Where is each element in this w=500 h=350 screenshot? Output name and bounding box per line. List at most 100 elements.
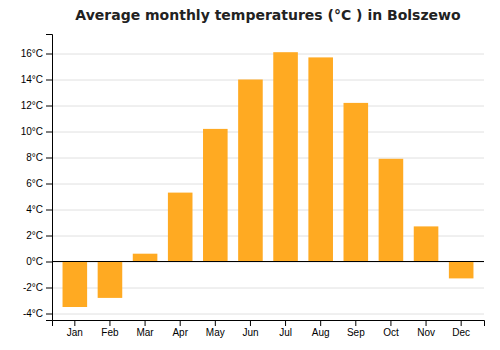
bar <box>379 159 404 262</box>
y-tick-mark <box>46 184 52 185</box>
x-tick: Feb <box>101 320 119 338</box>
x-tick: Aug <box>312 320 330 338</box>
grid-line <box>52 184 484 185</box>
x-tick-mark <box>355 320 356 326</box>
plot: -4°C -2°C 0°C 2°C 4°C 6°C 8°C 10°C 12°C 14°C 16°C J… <box>21 35 485 339</box>
grid-tick <box>52 54 484 55</box>
grid-line <box>52 158 484 159</box>
x-tick-label: Sep <box>347 327 365 338</box>
x-tick-label: Apr <box>172 327 188 338</box>
title: Average monthly temperatures (°C ) in Bo… <box>75 7 461 23</box>
y-tick: 8°C <box>26 152 52 163</box>
y-tick-mark <box>46 262 52 263</box>
y-tick-mark <box>46 288 52 289</box>
x-tick: Oct <box>383 320 399 338</box>
x-tick-label: May <box>206 327 225 338</box>
grid-tick <box>52 314 484 315</box>
x-tick-mark <box>250 320 251 326</box>
y-tick: 6°C <box>26 178 52 189</box>
y-tick-label: 6°C <box>26 178 43 189</box>
y-tick: -2°C <box>23 282 52 293</box>
y-axis: -4°C -2°C 0°C 2°C 4°C 6°C 8°C 10°C 12°C 14°C 16°C <box>21 35 53 321</box>
x-tick: Sep <box>347 320 365 338</box>
x-axis-line <box>53 321 485 327</box>
y-tick-mark <box>46 106 52 107</box>
y-tick-label: 2°C <box>26 230 43 241</box>
x-tick-label: Mar <box>136 327 154 338</box>
y-tick-mark <box>46 236 52 237</box>
x-tick-mark <box>109 320 110 326</box>
x-tick-label: Oct <box>383 327 399 338</box>
grid-line <box>52 132 484 133</box>
bar <box>414 226 439 261</box>
bar <box>63 262 88 308</box>
grid-line <box>52 80 484 81</box>
y-tick-mark <box>46 314 52 315</box>
y-axis-line <box>46 35 53 321</box>
grid-line <box>52 106 484 107</box>
zero-line <box>52 261 484 262</box>
x-tick-mark <box>74 320 75 326</box>
x-tick: Jun <box>242 320 258 338</box>
grid-tick <box>52 106 484 107</box>
x-tick: Jan <box>67 320 83 338</box>
y-tick-mark <box>46 158 52 159</box>
y-tick: 4°C <box>26 204 52 215</box>
x-tick-label: Jan <box>67 327 83 338</box>
grid-tick <box>52 132 484 133</box>
bar <box>308 57 333 261</box>
x-tick-mark <box>145 320 146 326</box>
y-tick: 10°C <box>21 126 52 137</box>
y-tick: 2°C <box>26 230 52 241</box>
y-tick: 16°C <box>21 48 52 59</box>
bar <box>203 129 228 262</box>
x-tick: Apr <box>172 320 188 338</box>
bar <box>273 52 298 261</box>
y-tick-label: 0°C <box>26 256 43 267</box>
x-tick-mark <box>215 320 216 326</box>
y-tick-mark <box>46 80 52 81</box>
x-tick-label: Nov <box>417 327 435 338</box>
x-tick-mark <box>285 320 286 326</box>
x-tick-label: Jul <box>279 327 292 338</box>
x-tick: Jul <box>279 320 292 338</box>
grid-line <box>52 54 484 55</box>
x-tick: Dec <box>452 320 470 338</box>
y-tick: 0°C <box>26 256 52 267</box>
grid-line <box>52 314 484 315</box>
bar <box>238 80 263 262</box>
x-tick: Nov <box>417 320 435 338</box>
grid-tick <box>52 80 484 81</box>
x-tick-mark <box>180 320 181 326</box>
grid-tick <box>52 158 484 159</box>
grid-tick <box>52 210 484 211</box>
grid-line <box>52 210 484 211</box>
grid <box>52 54 484 314</box>
y-tick-mark <box>46 210 52 211</box>
x-tick: May <box>206 320 225 338</box>
x-tick-mark <box>390 320 391 326</box>
x-tick-label: Feb <box>101 327 119 338</box>
bars <box>52 52 484 307</box>
x-tick-label: Jun <box>242 327 258 338</box>
bar <box>449 262 474 279</box>
grid-tick <box>52 184 484 185</box>
x-tick-label: Dec <box>452 327 470 338</box>
y-tick-label: 16°C <box>21 48 43 59</box>
y-tick-label: -4°C <box>23 308 43 319</box>
x-tick-mark <box>426 320 427 326</box>
bar <box>98 262 123 298</box>
y-tick-label: -2°C <box>23 282 43 293</box>
x-tick-mark <box>461 320 462 326</box>
y-tick-label: 12°C <box>21 100 43 111</box>
x-tick-label: Aug <box>312 327 330 338</box>
x-tick: Mar <box>136 320 154 338</box>
bar <box>133 254 158 262</box>
chart-container: -4°C -2°C 0°C 2°C 4°C 6°C 8°C 10°C 12°C 14°C 16°C J… <box>0 0 500 350</box>
y-tick: 12°C <box>21 100 52 111</box>
y-tick-label: 8°C <box>26 152 43 163</box>
bar <box>344 103 369 262</box>
chart-svg: -4°C -2°C 0°C 2°C 4°C 6°C 8°C 10°C 12°C 14°C 16°C J… <box>0 0 500 350</box>
y-tick: 14°C <box>21 74 52 85</box>
y-tick-label: 10°C <box>21 126 43 137</box>
